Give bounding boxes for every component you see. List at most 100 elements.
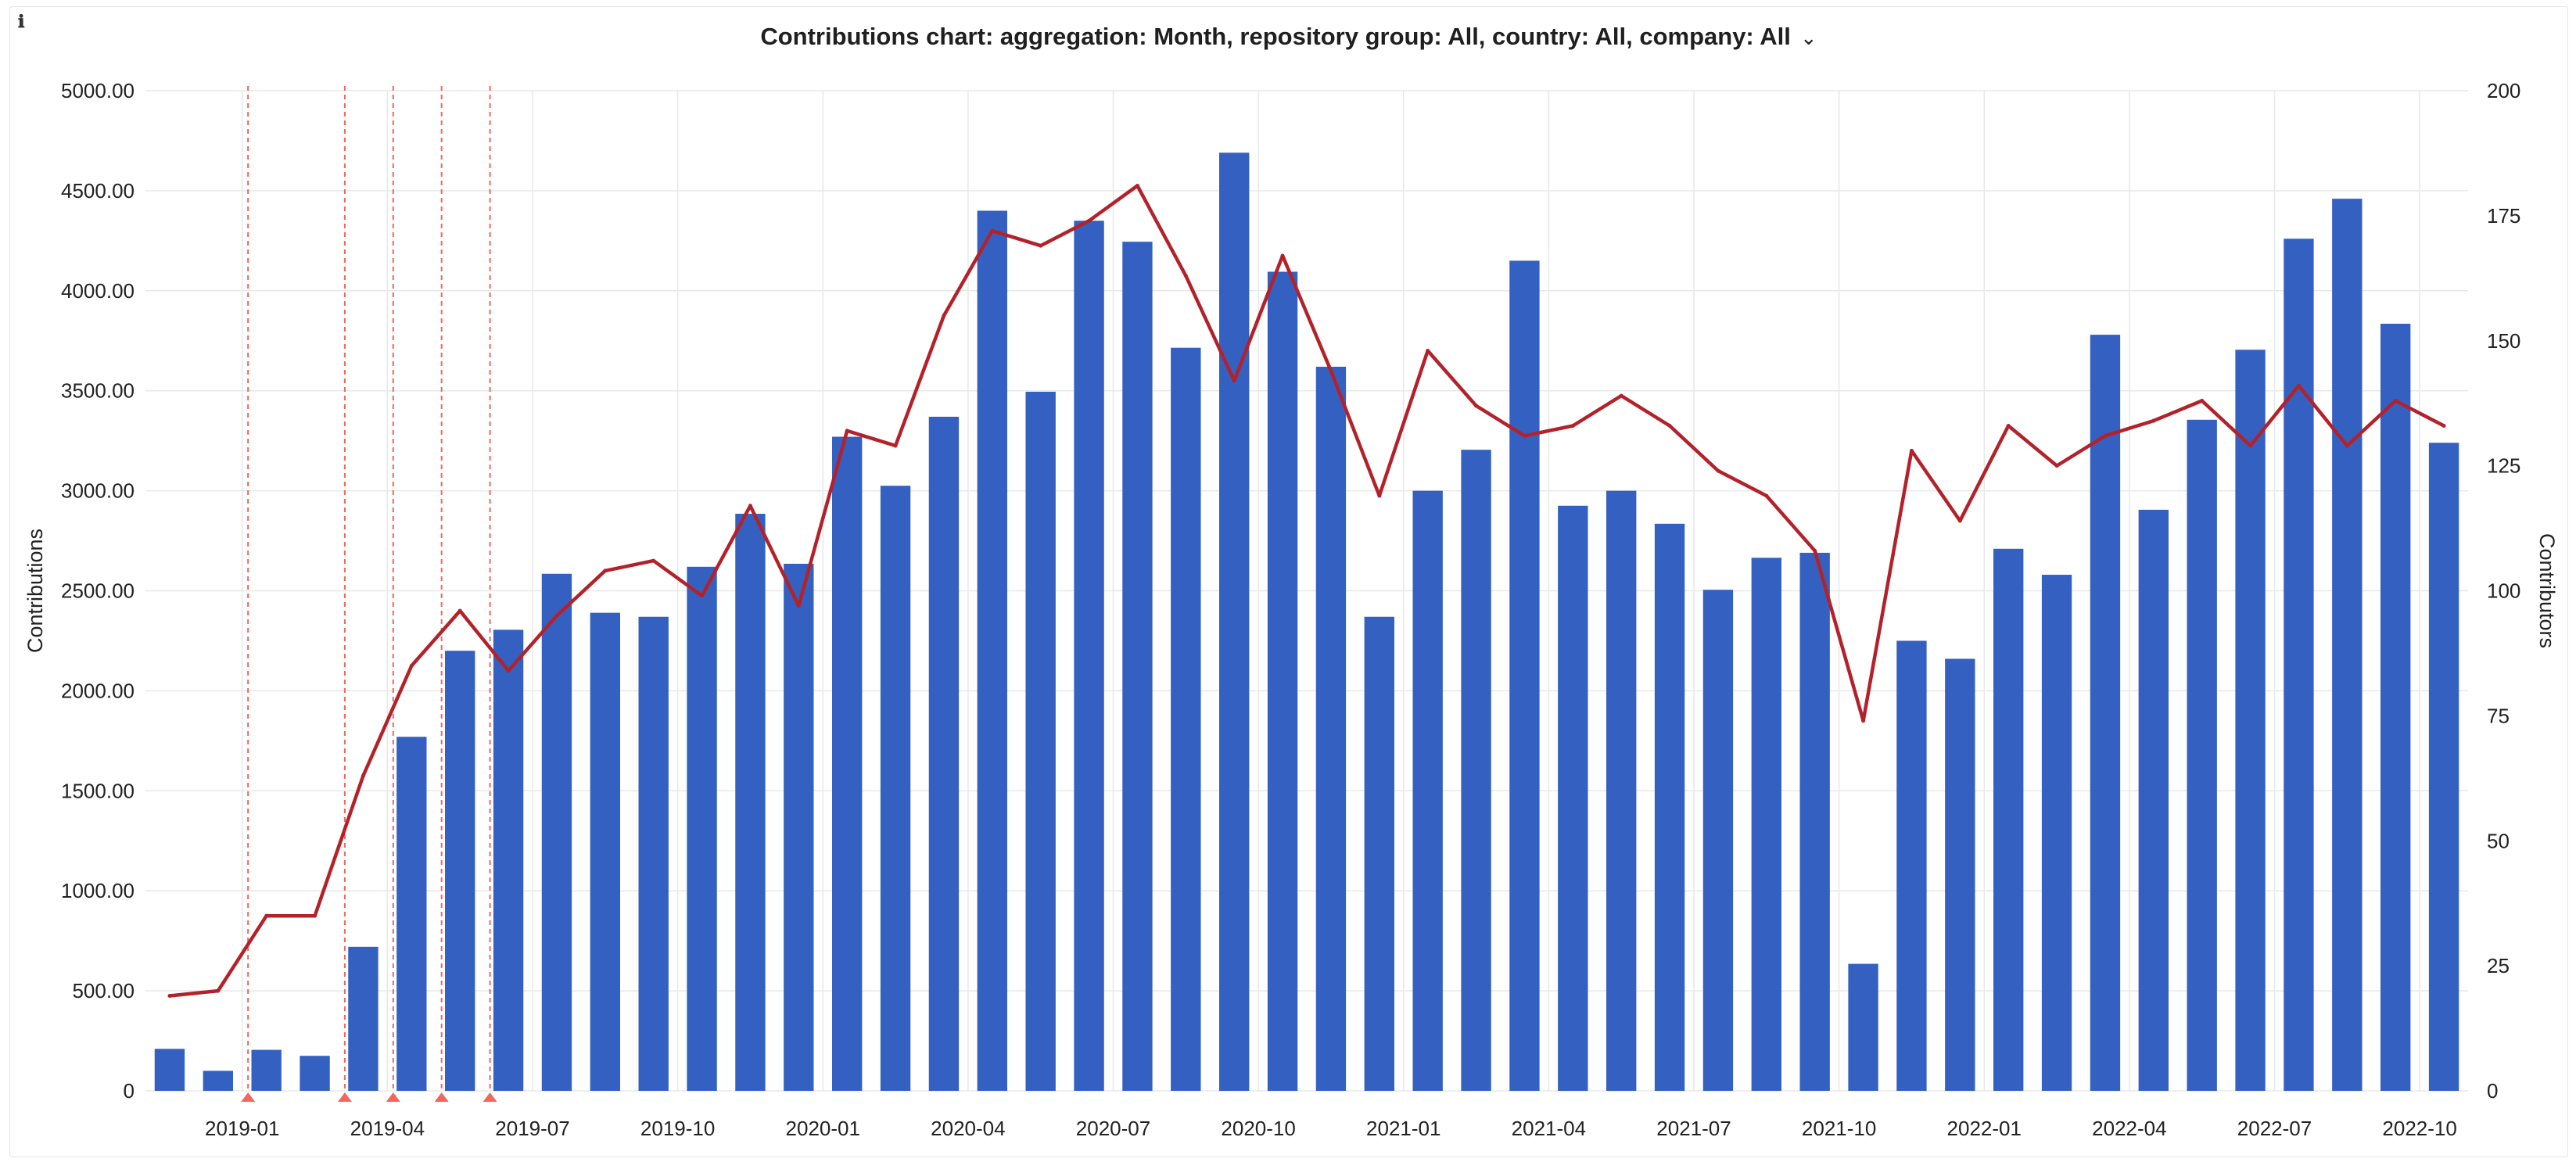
contributors-point-2019-05[interactable] [457,608,462,613]
bar-2019-05[interactable] [445,651,475,1091]
contributors-point-2019-03[interactable] [361,773,365,778]
bar-2021-12[interactable] [1945,658,1975,1091]
bar-2022-10[interactable] [2428,443,2459,1091]
contributors-point-2021-10[interactable] [1861,719,1866,723]
contributors-point-2020-05[interactable] [1039,243,1043,248]
bar-2021-09[interactable] [1799,552,1830,1091]
contributors-point-2021-12[interactable] [1957,518,1962,523]
contributors-point-2022-03[interactable] [2103,433,2108,438]
chart-title[interactable]: Contributions chart: aggregation: Month,… [10,23,2567,51]
contributors-point-2019-04[interactable] [409,663,414,668]
bar-2020-04[interactable] [977,210,1007,1092]
contributors-point-2020-06[interactable] [1087,218,1092,223]
bar-2019-01[interactable] [251,1049,282,1091]
bar-2019-10[interactable] [687,566,717,1091]
bar-2022-06[interactable] [2235,350,2266,1091]
bar-2019-03[interactable] [348,946,379,1091]
contributors-point-2022-09[interactable] [2393,398,2398,403]
contributors-point-2018-11[interactable] [167,993,172,998]
contributors-point-2019-12[interactable] [796,604,801,608]
contributors-point-2019-08[interactable] [603,568,608,573]
bar-2022-09[interactable] [2380,324,2411,1092]
bar-2019-09[interactable] [638,616,669,1091]
contributors-point-2021-11[interactable] [1909,448,1914,453]
contributors-point-2019-09[interactable] [651,558,656,563]
bar-2020-11[interactable] [1315,367,1347,1091]
contributors-point-2019-11[interactable] [748,504,752,508]
bar-2020-03[interactable] [928,416,960,1091]
contributors-point-2019-10[interactable] [700,594,705,598]
contributors-point-2022-08[interactable] [2345,443,2349,448]
contributors-point-2020-03[interactable] [942,314,946,318]
contributors-point-2022-05[interactable] [2200,398,2205,403]
contributors-point-2021-07[interactable] [1716,468,1720,473]
contributors-point-2020-07[interactable] [1135,184,1139,188]
bar-2020-06[interactable] [1074,221,1104,1091]
annotation-marker-2019-06[interactable] [483,1092,497,1102]
bar-2018-12[interactable] [203,1071,233,1091]
contributors-point-2022-10[interactable] [2441,423,2446,428]
info-icon[interactable]: ℹ [18,12,25,32]
bar-2022-07[interactable] [2284,238,2314,1091]
contributors-point-2019-01[interactable] [264,913,269,918]
bar-2021-08[interactable] [1751,558,1781,1091]
annotation-marker-2019-04[interactable] [386,1092,400,1102]
bar-2021-10[interactable] [1848,963,1878,1091]
bar-2021-01[interactable] [1412,490,1443,1091]
bar-2021-02[interactable] [1461,450,1491,1091]
contributors-point-2022-07[interactable] [2296,383,2301,388]
annotation-marker-2019-05[interactable] [434,1092,449,1102]
contributors-point-2019-02[interactable] [313,913,318,918]
bar-2022-08[interactable] [2332,199,2363,1092]
contributors-line[interactable] [169,184,2445,998]
contributors-point-2021-06[interactable] [1667,423,1672,428]
annotation-marker-2019-01[interactable] [241,1092,256,1102]
contributors-point-2019-06[interactable] [506,669,511,673]
bar-2020-05[interactable] [1025,391,1056,1091]
contributors-point-2022-04[interactable] [2151,418,2156,423]
bar-2020-10[interactable] [1267,271,1298,1091]
contributors-point-2020-02[interactable] [893,443,898,448]
bar-2020-01[interactable] [832,436,863,1091]
bar-2019-06[interactable] [493,629,524,1091]
bar-2022-02[interactable] [2041,575,2072,1091]
contributors-point-2020-08[interactable] [1183,274,1188,278]
bar-2021-03[interactable] [1509,260,1540,1092]
contributors-point-2021-02[interactable] [1474,403,1479,408]
contributors-point-2020-12[interactable] [1377,493,1382,498]
bar-2021-06[interactable] [1654,523,1685,1091]
annotation-marker-2019-03[interactable] [337,1092,352,1102]
bar-2021-05[interactable] [1606,490,1637,1091]
contributors-point-2020-04[interactable] [990,228,995,233]
contributors-point-2018-12[interactable] [216,988,221,993]
contributors-point-2020-01[interactable] [845,429,849,433]
contributors-point-2020-11[interactable] [1329,368,1333,373]
bar-2021-07[interactable] [1702,590,1734,1091]
contributors-point-2022-01[interactable] [2006,423,2011,428]
bar-2020-08[interactable] [1171,347,1201,1091]
contributors-point-2021-04[interactable] [1570,423,1575,428]
chevron-down-icon[interactable]: ⌄ [1799,26,1817,50]
bar-2020-12[interactable] [1364,616,1394,1091]
contributors-point-2022-06[interactable] [2248,443,2253,448]
bar-2022-01[interactable] [1993,548,2024,1091]
bar-2019-12[interactable] [784,563,814,1091]
contributors-point-2021-05[interactable] [1619,393,1623,398]
bar-2021-04[interactable] [1558,505,1588,1091]
contributors-point-2021-03[interactable] [1522,433,1527,438]
contributors-point-2021-01[interactable] [1426,349,1430,353]
bar-2019-11[interactable] [735,514,766,1091]
bar-2018-11[interactable] [154,1049,185,1091]
bar-2019-07[interactable] [541,573,572,1091]
bar-2022-04[interactable] [2138,509,2169,1091]
bar-2020-09[interactable] [1219,152,1250,1092]
bar-2019-02[interactable] [300,1056,330,1091]
contributors-point-2021-08[interactable] [1764,493,1769,498]
contributors-point-2020-09[interactable] [1232,378,1236,383]
bar-2019-08[interactable] [590,612,620,1091]
contributors-point-2019-07[interactable] [554,613,559,618]
contributors-point-2021-09[interactable] [1813,548,1817,553]
bar-2022-03[interactable] [2090,335,2121,1091]
bar-2020-07[interactable] [1122,242,1153,1091]
bar-2019-04[interactable] [396,737,427,1091]
